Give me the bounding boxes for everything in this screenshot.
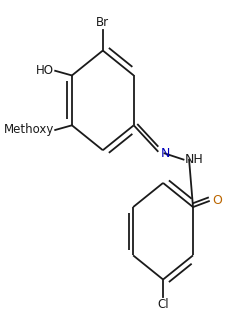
Text: O: O — [211, 194, 221, 207]
Text: HO: HO — [36, 64, 54, 77]
Text: Cl: Cl — [157, 298, 168, 311]
Text: Methoxy: Methoxy — [4, 123, 54, 136]
Text: N: N — [160, 147, 170, 160]
Text: NH: NH — [184, 153, 203, 166]
Text: Br: Br — [96, 16, 109, 29]
